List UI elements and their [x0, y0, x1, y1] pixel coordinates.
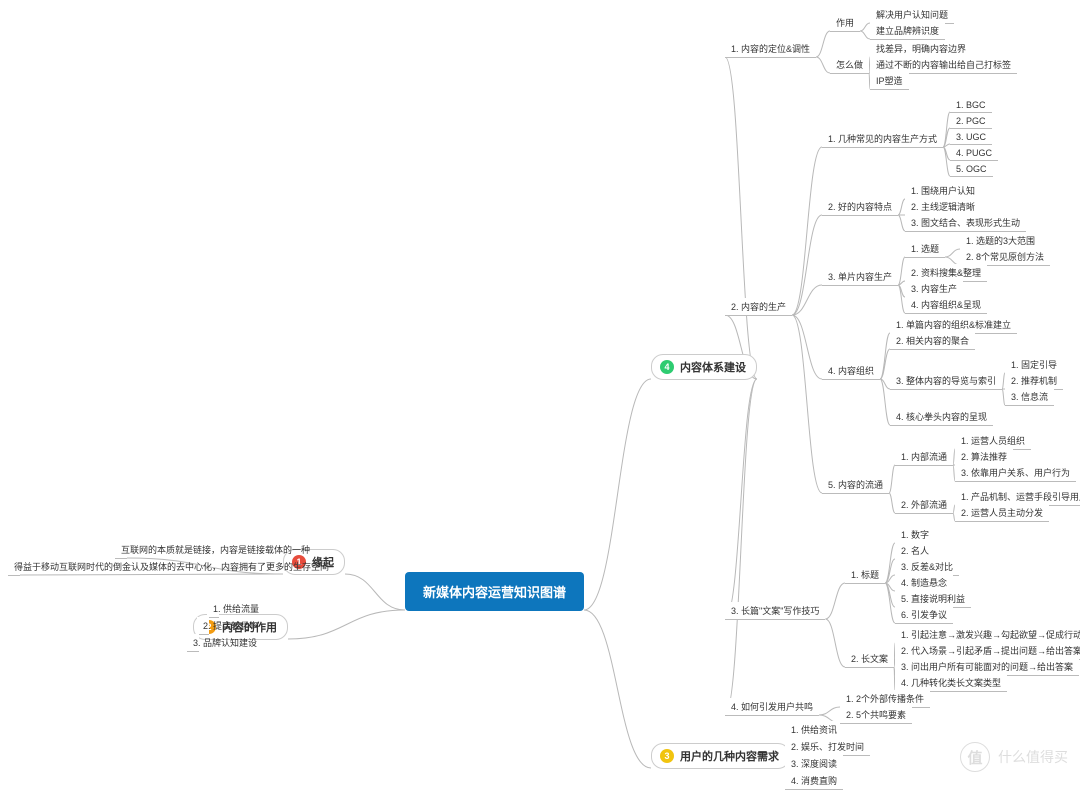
node-g4_2_1_l3: 4. PUGC: [950, 146, 998, 161]
node-c4_3: 3. 长篇"文案"写作技巧: [725, 602, 825, 620]
node-b3_l1: 2. 娱乐、打发时间: [785, 738, 870, 756]
node-g4_1_2_l2: IP塑造: [870, 72, 909, 90]
node-b1_l1: 得益于移动互联网时代的倒金认及媒体的去中心化，内容拥有了更多的生存空间: [8, 558, 20, 576]
node-g4_1_1: 作用: [830, 14, 860, 32]
node-j2: 2. 外部流通: [895, 496, 953, 514]
node-h4: 4. 内容组织&呈现: [905, 296, 987, 314]
node-g4_1_2: 怎么做: [830, 56, 869, 74]
node-b2_l2: 3. 品牌认知建设: [187, 634, 199, 652]
node-c4_4: 4. 如何引发用户共鸣: [725, 698, 819, 716]
node-b3_l3: 4. 消费直购: [785, 772, 843, 790]
node-i3: 3. 整体内容的导览与索引: [890, 372, 1002, 390]
node-g4_2_2_l2: 3. 图文结合、表现形式生动: [905, 214, 1026, 232]
node-h1: 1. 选题: [905, 240, 945, 258]
node-c4_4_l1: 2. 5个共鸣要素: [840, 706, 912, 724]
node-c4_1: 1. 内容的定位&调性: [725, 40, 816, 58]
watermark: 值 什么值得买: [960, 742, 1068, 772]
node-g4_3_1_l5: 6. 引发争议: [895, 606, 953, 624]
node-g4_2_1_l1: 2. PGC: [950, 114, 992, 129]
node-j1: 1. 内部流通: [895, 448, 953, 466]
node-i3_l2: 3. 信息流: [1005, 388, 1054, 406]
node-g4_2_5: 5. 内容的流通: [822, 476, 889, 494]
node-g4_3_2: 2. 长文案: [845, 650, 894, 668]
watermark-text: 什么值得买: [998, 747, 1068, 767]
node-g4_2_2: 2. 好的内容特点: [822, 198, 898, 216]
node-b2_l0: 1. 供给流量: [207, 600, 219, 618]
branch-b4: 4内容体系建设: [651, 354, 757, 380]
node-g4_3_1: 1. 标题: [845, 566, 885, 584]
node-g4_2_3: 3. 单片内容生产: [822, 268, 898, 286]
node-j2_l1: 2. 运营人员主动分发: [955, 504, 1049, 522]
node-g4_2_1_l4: 5. OGC: [950, 162, 993, 177]
node-b3_l2: 3. 深度阅读: [785, 755, 843, 773]
node-g4_2_1_l2: 3. UGC: [950, 130, 992, 145]
root-node: 新媒体内容运营知识图谱: [405, 572, 584, 611]
node-i4: 4. 核心拳头内容的呈现: [890, 408, 993, 426]
node-b3_l0: 1. 供给资讯: [785, 721, 843, 739]
node-g4_2_1: 1. 几种常见的内容生产方式: [822, 130, 943, 148]
node-b2_l1: 2. 提高转化率: [197, 617, 209, 635]
node-b1_l0: 互联网的本质就是链接，内容是链接载体的一种: [115, 541, 127, 559]
watermark-icon: 值: [960, 742, 990, 772]
node-i2: 2. 相关内容的聚合: [890, 332, 975, 350]
branch-b3: 3用户的几种内容需求: [651, 743, 790, 769]
node-g4_1_1_l1: 建立品牌辨识度: [870, 22, 945, 40]
node-c4_2: 2. 内容的生产: [725, 298, 792, 316]
node-j1_l2: 3. 依靠用户关系、用户行为: [955, 464, 1076, 482]
node-g4_2_4: 4. 内容组织: [822, 362, 880, 380]
node-g4_2_1_l0: 1. BGC: [950, 98, 992, 113]
